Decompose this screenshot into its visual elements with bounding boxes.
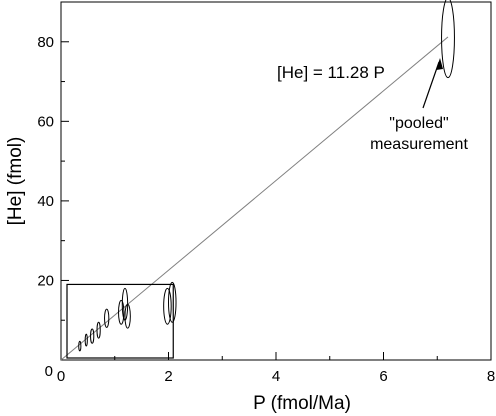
x-tick-label: 6: [379, 368, 387, 385]
data-point: [168, 281, 177, 323]
axis-ticks: [60, 41, 492, 360]
data-point: [90, 328, 95, 344]
data-points: [78, 281, 177, 352]
data-point: [78, 340, 82, 352]
y-tick-label: 60: [37, 113, 54, 130]
inset-box: [66, 283, 174, 359]
annotation-arrow: [422, 58, 443, 109]
data-point: [118, 299, 125, 325]
x-tick-label: 4: [272, 368, 280, 385]
data-point: [104, 308, 110, 328]
x-tick-label: 0: [57, 368, 65, 385]
y-tick-label: 0: [45, 363, 53, 380]
x-axis-title: P (fmol/Ma): [253, 393, 351, 414]
y-axis-title: [He] (fmol): [5, 137, 26, 226]
x-tick-label: 2: [164, 368, 172, 385]
data-point: [84, 333, 88, 347]
fit-equation-label: [He] = 11.28 P: [277, 63, 385, 82]
data-point: [124, 303, 131, 329]
pooled-measurement-point: [441, 0, 455, 79]
fit-line: [60, 36, 449, 361]
x-tick-label: 8: [487, 368, 495, 385]
data-point: [163, 287, 172, 325]
data-point: [96, 321, 101, 339]
y-tick-label: 20: [37, 272, 54, 289]
y-tick-label: 40: [37, 193, 54, 210]
pooled-annotation-line1: "pooled": [389, 115, 448, 132]
y-tick-label: 80: [37, 34, 54, 51]
pooled-annotation-line2: measurement: [370, 136, 468, 153]
